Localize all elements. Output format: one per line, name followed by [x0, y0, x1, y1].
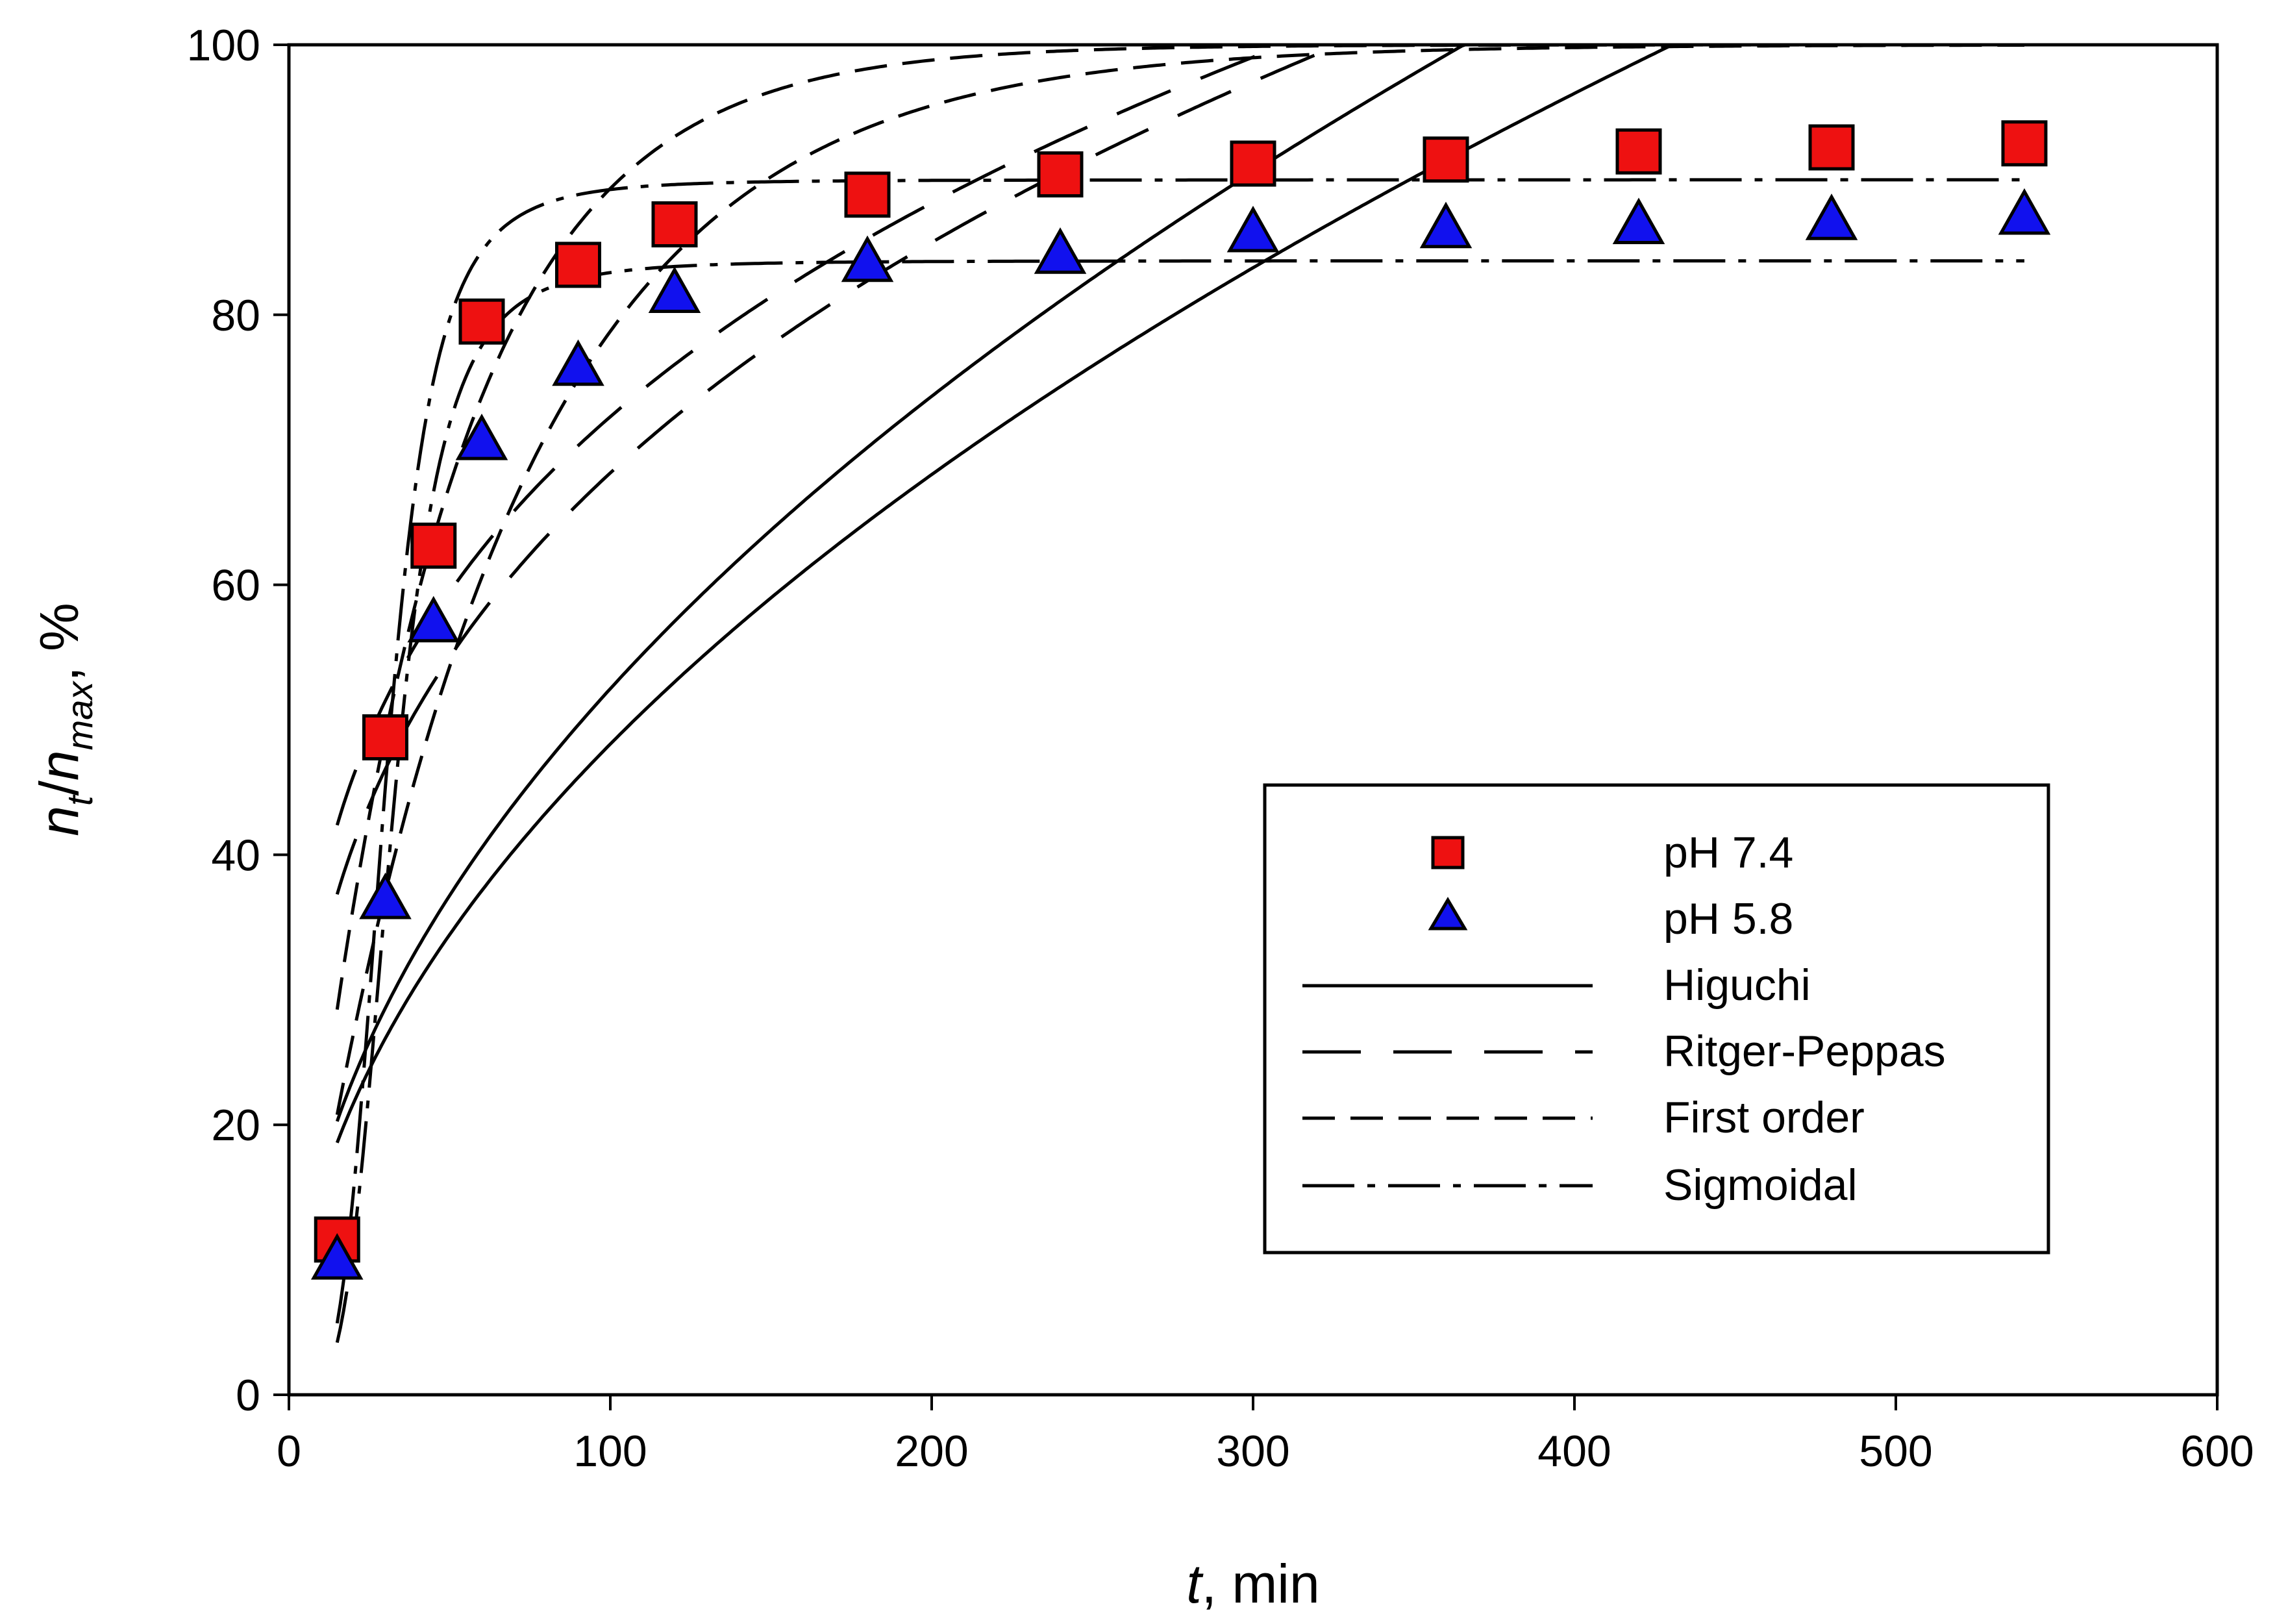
y-axis-title-sub-max: max	[59, 681, 100, 751]
legend-label-ph58: pH 5.8	[1663, 894, 1793, 943]
y-tick-label: 60	[211, 561, 260, 610]
marker-ph58	[1805, 194, 1858, 240]
y-tick-label: 100	[187, 21, 260, 70]
y-axis-title-sub-t: t	[59, 794, 100, 806]
marker-ph74	[1808, 124, 1855, 171]
model-curve-ritger-peppas	[335, 43, 2024, 826]
legend-box	[1263, 783, 2050, 1255]
data-markers	[310, 120, 2051, 1280]
marker-ph74	[458, 298, 505, 345]
x-tick-label: 300	[1216, 1427, 1289, 1476]
x-tick-label: 500	[1859, 1427, 1932, 1476]
legend-label-sigmoidal: Sigmoidal	[1663, 1160, 1858, 1210]
model-curve-sigmoidal	[335, 178, 2024, 1324]
x-axis-title-unit: , min	[1202, 1553, 1320, 1614]
marker-ph74	[651, 201, 698, 248]
marker-ph74	[1037, 151, 1084, 198]
marker-ph74	[2001, 120, 2048, 167]
model-curves	[335, 43, 2024, 1343]
model-curve-first-order	[335, 44, 2024, 1116]
marker-ph58	[359, 872, 412, 919]
y-axis-title-unit: , %	[29, 603, 90, 681]
marker-ph74	[1230, 140, 1276, 187]
legend-label-first-order: First order	[1663, 1093, 1865, 1142]
marker-ph58	[1034, 227, 1087, 274]
marker-ph58	[1226, 205, 1280, 253]
x-axis-title: t, min	[1186, 1553, 1319, 1614]
marker-ph58	[407, 595, 460, 643]
marker-ph58	[1419, 201, 1473, 249]
marker-ph58	[455, 414, 508, 460]
y-tick-label: 80	[211, 291, 260, 340]
y-axis-title: nt/nmax, %	[29, 603, 100, 836]
x-tick-label: 0	[277, 1427, 301, 1476]
y-tick-label: 0	[236, 1371, 260, 1420]
y-axis-title-slash: /	[29, 780, 90, 795]
marker-ph74	[1615, 128, 1662, 175]
marker-ph74	[362, 714, 408, 761]
marker-ph58	[310, 1233, 364, 1280]
x-axis-ticks: 0 100 200 300 400 500 600	[277, 1395, 2254, 1476]
model-curve-higuchi	[335, 43, 2024, 1122]
marker-ph58	[841, 235, 894, 282]
x-axis-title-var: t	[1186, 1553, 1204, 1614]
legend-label-ph74: pH 7.4	[1663, 828, 1793, 877]
y-axis-title-n: n	[29, 806, 90, 836]
legend-label-ritger-peppas: Ritger-Peppas	[1663, 1027, 1946, 1076]
marker-ph74	[844, 171, 891, 218]
legend-label-higuchi: Higuchi	[1663, 960, 1811, 1010]
y-axis-ticks: 0 20 40 60 80 100	[187, 21, 289, 1420]
legend-marker-ph74	[1431, 836, 1465, 869]
y-tick-label: 40	[211, 831, 260, 880]
y-axis-title-n2: n	[29, 750, 90, 781]
marker-ph58	[1612, 197, 1665, 245]
model-curve-sigmoidal	[335, 259, 2024, 1343]
marker-ph74	[410, 522, 457, 569]
marker-ph58	[648, 266, 701, 314]
legend: pH 7.4 pH 5.8 Higuchi Ritger-Peppas Firs…	[1263, 783, 2050, 1255]
y-tick-label: 20	[211, 1101, 260, 1150]
x-tick-label: 100	[573, 1427, 647, 1476]
marker-ph74	[1423, 136, 1469, 183]
marker-ph58	[552, 339, 604, 386]
x-tick-label: 400	[1537, 1427, 1611, 1476]
marker-ph58	[1998, 188, 2051, 235]
legend-marker-ph58	[1428, 897, 1468, 931]
marker-ph74	[555, 242, 601, 288]
x-tick-label: 200	[895, 1427, 968, 1476]
x-tick-label: 600	[2180, 1427, 2254, 1476]
